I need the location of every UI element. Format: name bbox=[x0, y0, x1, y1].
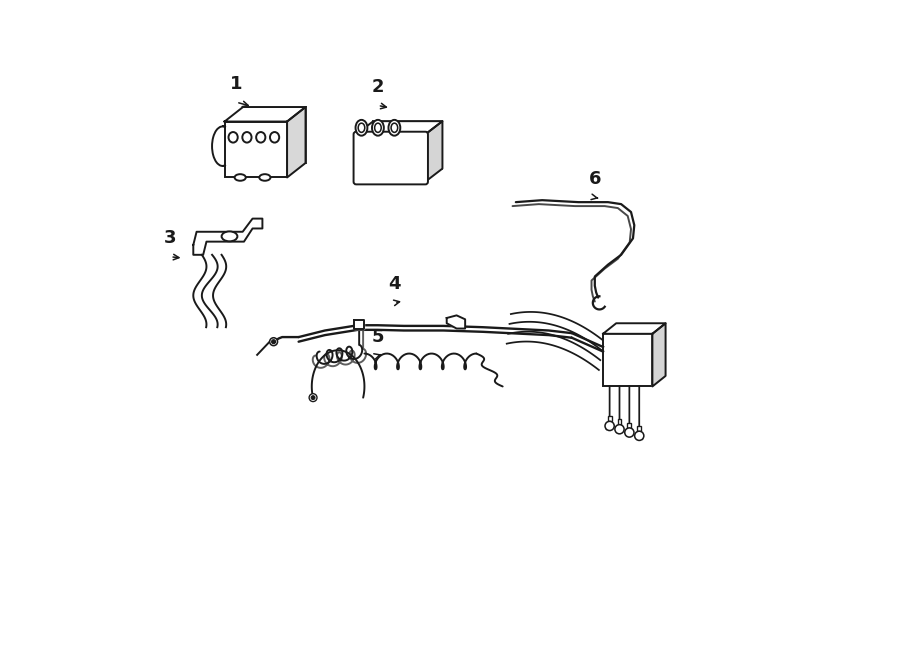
Polygon shape bbox=[652, 323, 666, 387]
Polygon shape bbox=[354, 320, 364, 329]
Text: 4: 4 bbox=[388, 276, 400, 293]
Circle shape bbox=[272, 340, 275, 344]
Polygon shape bbox=[225, 107, 305, 122]
Ellipse shape bbox=[242, 132, 251, 143]
Bar bbox=[603, 334, 652, 387]
Circle shape bbox=[309, 394, 317, 402]
Bar bbox=[225, 122, 287, 177]
Ellipse shape bbox=[221, 231, 238, 241]
Ellipse shape bbox=[270, 132, 279, 143]
Ellipse shape bbox=[235, 174, 246, 180]
Ellipse shape bbox=[389, 120, 400, 136]
Circle shape bbox=[615, 424, 624, 434]
Text: 1: 1 bbox=[230, 75, 242, 93]
Text: 3: 3 bbox=[164, 229, 176, 247]
FancyBboxPatch shape bbox=[354, 132, 427, 184]
Bar bbox=[608, 416, 612, 421]
Text: 5: 5 bbox=[372, 328, 383, 346]
Text: 2: 2 bbox=[372, 78, 383, 96]
Circle shape bbox=[625, 428, 634, 437]
Ellipse shape bbox=[372, 120, 383, 136]
Ellipse shape bbox=[229, 132, 238, 143]
Circle shape bbox=[270, 338, 277, 346]
Ellipse shape bbox=[259, 174, 271, 180]
Polygon shape bbox=[426, 121, 443, 182]
Ellipse shape bbox=[358, 123, 365, 132]
Circle shape bbox=[311, 396, 315, 400]
Polygon shape bbox=[446, 315, 465, 329]
Ellipse shape bbox=[374, 123, 382, 132]
Polygon shape bbox=[194, 219, 263, 254]
Circle shape bbox=[605, 421, 614, 430]
Text: 6: 6 bbox=[589, 170, 601, 188]
Bar bbox=[374, 121, 443, 169]
Circle shape bbox=[634, 431, 644, 440]
Polygon shape bbox=[356, 121, 443, 134]
Ellipse shape bbox=[356, 120, 367, 136]
Polygon shape bbox=[287, 107, 305, 177]
Ellipse shape bbox=[392, 123, 398, 132]
Bar bbox=[243, 107, 305, 163]
Bar bbox=[637, 426, 641, 431]
Bar bbox=[627, 422, 631, 428]
Ellipse shape bbox=[256, 132, 266, 143]
Polygon shape bbox=[603, 323, 666, 334]
Bar bbox=[617, 419, 622, 424]
